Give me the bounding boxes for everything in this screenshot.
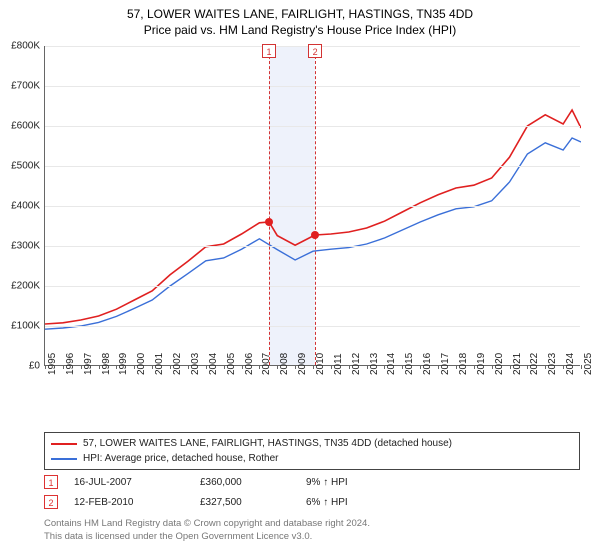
sale-badge: 1 <box>44 475 58 489</box>
x-tick-label: 2016 <box>422 353 433 375</box>
footnote-line2: This data is licensed under the Open Gov… <box>44 531 580 544</box>
x-tick-label: 2006 <box>244 353 255 375</box>
x-tick-label: 2011 <box>333 353 344 375</box>
x-tick-label: 2008 <box>279 353 290 375</box>
x-tick-label: 2000 <box>136 353 147 375</box>
y-tick-label: £500K <box>0 161 40 172</box>
x-tick-label: 1997 <box>83 353 94 375</box>
sales-table: 1 16-JUL-2007 £360,000 9% ↑ HPI 2 12-FEB… <box>44 472 580 512</box>
x-tick-label: 2025 <box>583 353 594 375</box>
y-tick-label: £700K <box>0 81 40 92</box>
x-tick-label: 2001 <box>154 353 165 375</box>
x-tick-label: 2013 <box>369 353 380 375</box>
sale-marker-dot <box>311 231 319 239</box>
chart-container: 57, LOWER WAITES LANE, FAIRLIGHT, HASTIN… <box>0 0 600 560</box>
sale-price: £327,500 <box>200 497 290 508</box>
sale-price: £360,000 <box>200 477 290 488</box>
x-tick-label: 2002 <box>172 353 183 375</box>
table-row: 1 16-JUL-2007 £360,000 9% ↑ HPI <box>44 472 580 492</box>
x-tick-label: 2023 <box>547 353 558 375</box>
y-tick-label: £300K <box>0 241 40 252</box>
sale-badge: 2 <box>44 495 58 509</box>
x-tick-label: 2012 <box>351 353 362 375</box>
legend-swatch-price-paid <box>51 443 77 445</box>
y-tick-label: £800K <box>0 41 40 52</box>
event-badge: 1 <box>262 44 276 58</box>
title-subtitle: Price paid vs. HM Land Registry's House … <box>0 22 600 38</box>
y-tick-label: £400K <box>0 201 40 212</box>
x-tick-label: 2015 <box>404 353 415 375</box>
legend-swatch-hpi <box>51 458 77 460</box>
x-tick-label: 2024 <box>565 353 576 375</box>
x-tick-label: 2021 <box>512 353 523 375</box>
footnote: Contains HM Land Registry data © Crown c… <box>44 518 580 544</box>
sale-date: 16-JUL-2007 <box>74 477 184 488</box>
event-badge: 2 <box>308 44 322 58</box>
table-row: 2 12-FEB-2010 £327,500 6% ↑ HPI <box>44 492 580 512</box>
x-tick-label: 1996 <box>65 353 76 375</box>
x-tick-label: 2009 <box>297 353 308 375</box>
legend-row-price-paid: 57, LOWER WAITES LANE, FAIRLIGHT, HASTIN… <box>51 436 573 451</box>
x-tick-label: 2010 <box>315 353 326 375</box>
x-tick-label: 2007 <box>261 353 272 375</box>
y-tick-label: £0 <box>0 361 40 372</box>
sale-delta: 6% ↑ HPI <box>306 497 396 508</box>
x-tick-label: 1998 <box>101 353 112 375</box>
legend-label-hpi: HPI: Average price, detached house, Roth… <box>83 451 279 466</box>
x-tick-label: 2022 <box>529 353 540 375</box>
legend-label-price-paid: 57, LOWER WAITES LANE, FAIRLIGHT, HASTIN… <box>83 436 452 451</box>
chart-area: £0£100K£200K£300K£400K£500K£600K£700K£80… <box>44 46 580 396</box>
x-tick-label: 2020 <box>494 353 505 375</box>
x-tick-label: 2004 <box>208 353 219 375</box>
sale-date: 12-FEB-2010 <box>74 497 184 508</box>
x-tick-label: 2019 <box>476 353 487 375</box>
y-tick-label: £200K <box>0 281 40 292</box>
y-tick-label: £600K <box>0 121 40 132</box>
legend: 57, LOWER WAITES LANE, FAIRLIGHT, HASTIN… <box>44 432 580 470</box>
legend-row-hpi: HPI: Average price, detached house, Roth… <box>51 451 573 466</box>
x-tick-label: 2014 <box>386 353 397 375</box>
title-block: 57, LOWER WAITES LANE, FAIRLIGHT, HASTIN… <box>0 0 600 38</box>
title-address: 57, LOWER WAITES LANE, FAIRLIGHT, HASTIN… <box>0 6 600 22</box>
sale-delta: 9% ↑ HPI <box>306 477 396 488</box>
plot-area: £0£100K£200K£300K£400K£500K£600K£700K£80… <box>44 46 580 366</box>
x-tick-label: 1999 <box>118 353 129 375</box>
x-tick-label: 2018 <box>458 353 469 375</box>
x-tick-label: 2017 <box>440 353 451 375</box>
x-tick-label: 2005 <box>226 353 237 375</box>
x-tick-label: 1995 <box>47 353 58 375</box>
x-tick-label: 2003 <box>190 353 201 375</box>
footnote-line1: Contains HM Land Registry data © Crown c… <box>44 518 580 531</box>
sale-marker-dot <box>265 218 273 226</box>
y-tick-label: £100K <box>0 321 40 332</box>
